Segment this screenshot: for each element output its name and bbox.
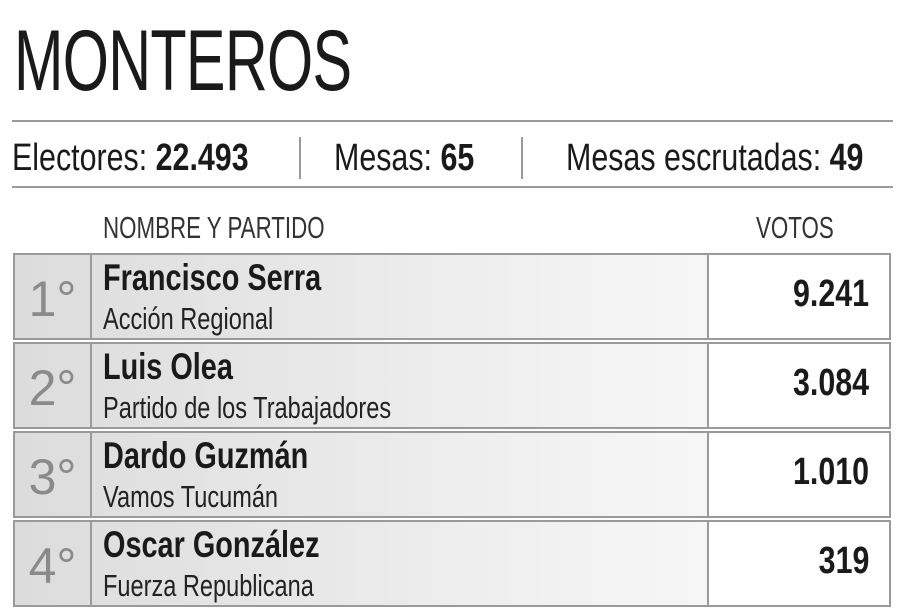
separator bbox=[299, 137, 301, 179]
stat-label: Electores: bbox=[12, 137, 148, 179]
party-name: Acción Regional bbox=[103, 301, 274, 336]
stat: Mesas escrutadas: 49 bbox=[566, 136, 863, 180]
candidate-name: Luis Olea bbox=[103, 346, 233, 387]
votes-cell: 319 bbox=[707, 522, 889, 605]
table-row: 2° Luis Olea Partido de los Trabajadores 3.… bbox=[13, 342, 891, 429]
votes: 9.241 bbox=[792, 273, 869, 315]
rank: 4° bbox=[15, 522, 92, 605]
stat: Mesas: 65 bbox=[334, 136, 474, 180]
votes-cell: 3.084 bbox=[707, 344, 889, 427]
stat-label: Mesas: bbox=[334, 137, 432, 179]
party-name: Vamos Tucumán bbox=[103, 479, 279, 514]
rule bbox=[12, 120, 893, 122]
candidate-name: Francisco Serra bbox=[103, 257, 322, 298]
votes-cell: 9.241 bbox=[707, 255, 889, 338]
party-name: Fuerza Republicana bbox=[103, 568, 314, 603]
votes: 1.010 bbox=[792, 451, 869, 493]
column-header: VOTOS bbox=[756, 210, 834, 245]
stat-value: 49 bbox=[829, 137, 864, 179]
candidate-name: Oscar González bbox=[103, 524, 320, 565]
stat-label: Mesas escrutadas: bbox=[566, 137, 822, 179]
separator bbox=[521, 137, 523, 179]
stat: Electores: 22.493 bbox=[12, 136, 249, 180]
party-name: Partido de los Trabajadores bbox=[103, 390, 392, 425]
column-header: NOMBRE Y PARTIDO bbox=[103, 210, 325, 245]
votes: 319 bbox=[818, 540, 869, 582]
votes-cell: 1.010 bbox=[707, 433, 889, 516]
table-row: 4° Oscar González Fuerza Republicana 319 bbox=[13, 520, 891, 607]
rank: 2° bbox=[15, 344, 92, 427]
rank: 3° bbox=[15, 433, 92, 516]
stat-value: 22.493 bbox=[155, 137, 249, 179]
title: MONTEROS bbox=[14, 13, 352, 109]
votes: 3.084 bbox=[792, 362, 869, 404]
rule bbox=[12, 186, 893, 188]
table-row: 1° Francisco Serra Acción Regional 9.241 bbox=[13, 253, 891, 340]
candidate-name: Dardo Guzmán bbox=[103, 435, 309, 476]
stat-value: 65 bbox=[440, 137, 475, 179]
rank: 1° bbox=[15, 255, 92, 338]
table-row: 3° Dardo Guzmán Vamos Tucumán 1.010 bbox=[13, 431, 891, 518]
